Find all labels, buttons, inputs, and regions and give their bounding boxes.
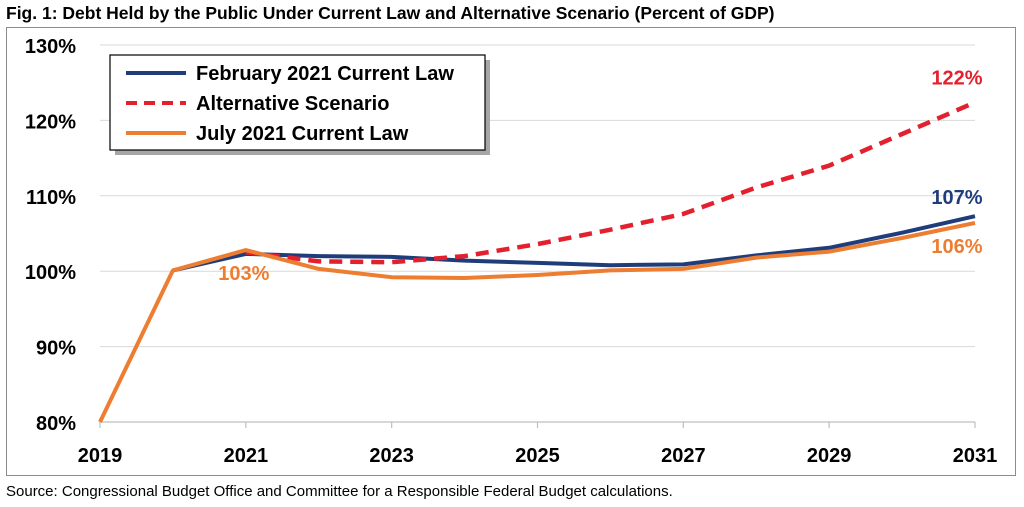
y-tick-label: 110%	[26, 187, 76, 209]
data-label: 107%	[931, 187, 982, 209]
series-line-alternative	[245, 100, 976, 265]
line-chart: 80%90%100%110%120%130% 2019 2021 2023 2025 2…	[25, 36, 998, 467]
axes	[99, 421, 976, 428]
y-tick-label: 100%	[25, 262, 76, 284]
source-note: Source: Congressional Budget Office and …	[6, 483, 673, 500]
data-label: 122%	[931, 67, 982, 89]
legend-label: Alternative Scenario	[196, 93, 389, 115]
series-lines	[98, 100, 976, 423]
x-tick-label: 2023	[369, 445, 414, 467]
x-tick-label: 2027	[661, 445, 706, 467]
series-line-february-2021	[172, 214, 976, 273]
x-tick-label: 2021	[224, 445, 269, 467]
x-tick-label: 2025	[515, 445, 560, 467]
y-tick-label: 130%	[25, 36, 76, 58]
x-tick-label: 2019	[78, 445, 123, 467]
chart-frame	[6, 27, 1016, 476]
x-tick-label: 2029	[807, 445, 852, 467]
x-tick-label: 2031	[953, 445, 998, 467]
data-label: 103%	[218, 263, 269, 285]
data-labels: 103% 122% 107% 106%	[218, 67, 983, 285]
legend-label: February 2021 Current Law	[196, 63, 454, 85]
y-tick-label: 120%	[25, 111, 76, 133]
y-tick-labels: 80% 90% 100% 110% 120% 130%	[25, 36, 76, 435]
data-label: 106%	[931, 236, 982, 258]
x-tick-labels: 2019 2021 2023 2025 2027 2029 2031	[78, 445, 998, 467]
chart-title: Fig. 1: Debt Held by the Public Under Cu…	[6, 3, 775, 23]
series-line-july-2021	[98, 220, 976, 423]
y-tick-label: 80%	[36, 413, 76, 435]
legend-label: July 2021 Current Law	[196, 123, 409, 145]
legend: February 2021 Current Law Alternative Sce…	[109, 54, 490, 155]
y-tick-label: 90%	[36, 338, 76, 360]
